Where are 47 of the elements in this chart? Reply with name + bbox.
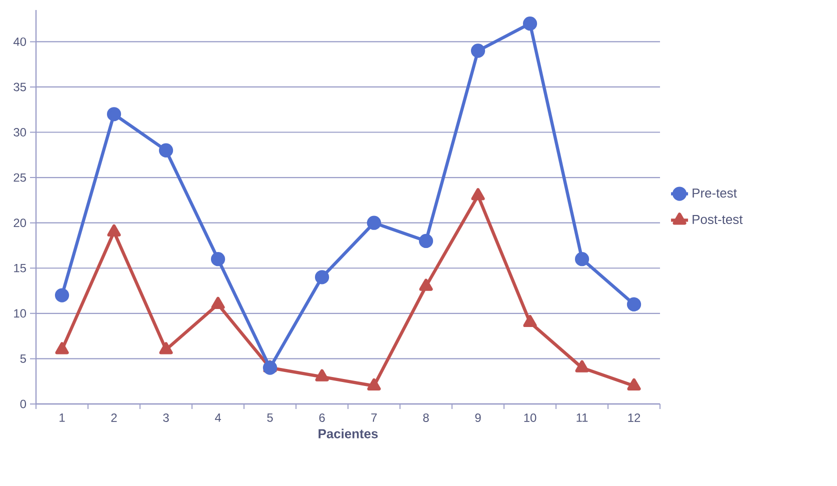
x-axis-title: Pacientes: [318, 428, 378, 438]
point: [159, 342, 173, 354]
y-tick-label: 30: [14, 128, 26, 136]
point: [575, 360, 589, 372]
x-tick-label: 8: [423, 414, 429, 422]
x-tick-label: 1: [60, 414, 65, 422]
y-tick-label: 10: [14, 309, 26, 318]
point: [522, 16, 538, 31]
point: [55, 342, 69, 354]
y-tick-label: 40: [13, 37, 26, 46]
y-tick-label: 0: [20, 400, 26, 408]
point: [158, 143, 174, 158]
y-tick-label: 20: [14, 218, 26, 228]
y-tick-label: 5: [20, 354, 26, 363]
y-tick-label: 35: [14, 82, 26, 92]
x-tick-label: 5: [267, 414, 273, 422]
point: [211, 296, 225, 309]
legend-label: Post-test: [692, 214, 743, 224]
y-tick-label: 15: [14, 264, 26, 272]
point: [471, 188, 485, 200]
point: [418, 234, 434, 248]
point: [314, 270, 330, 284]
point: [419, 278, 433, 291]
y-tick-label: 25: [14, 173, 26, 182]
x-tick-label: 2: [111, 414, 117, 422]
point: [106, 107, 122, 122]
point: [470, 44, 486, 58]
x-tick-label: 12: [628, 414, 640, 422]
point: [54, 288, 70, 302]
x-tick-label: 7: [371, 414, 377, 422]
x-tick-label: 3: [163, 414, 169, 422]
point: [107, 224, 121, 236]
x-tick-label: 10: [524, 414, 536, 422]
point: [262, 360, 278, 375]
point: [366, 216, 382, 230]
x-tick-label: 11: [576, 414, 588, 422]
legend-label: Pre-test: [692, 188, 737, 198]
point: [210, 252, 226, 266]
point: [627, 378, 641, 390]
point: [574, 252, 590, 266]
x-tick-label: 9: [475, 414, 481, 422]
point: [367, 378, 381, 390]
point: [626, 297, 642, 312]
point: [315, 369, 329, 382]
point: [523, 314, 537, 328]
x-tick-label: 4: [214, 414, 221, 422]
x-tick-label: 6: [319, 414, 325, 422]
